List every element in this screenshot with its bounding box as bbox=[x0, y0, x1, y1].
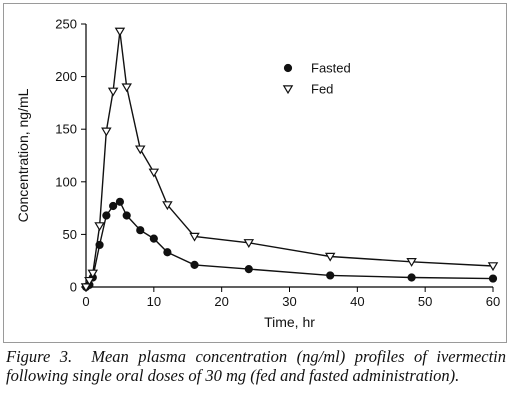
x-tick-label: 50 bbox=[418, 294, 432, 309]
data-point-fed bbox=[135, 145, 146, 155]
series-fasted bbox=[81, 197, 498, 292]
data-point-fasted bbox=[122, 211, 131, 220]
data-point-fasted bbox=[163, 248, 172, 257]
y-tick-label: 50 bbox=[63, 227, 77, 242]
data-point-fed bbox=[87, 269, 99, 279]
data-point-fasted bbox=[190, 260, 199, 270]
y-tick-label: 0 bbox=[70, 280, 77, 295]
series-line-fasted bbox=[85, 200, 494, 288]
data-point-fed bbox=[324, 252, 336, 262]
chart-legend: Fasted Fed bbox=[282, 61, 351, 97]
data-point-fed bbox=[107, 87, 119, 97]
pk-line-chart: 0 50 100 150 200 250 0 10 20 30 40 50 60 Fasted Fed C… bbox=[15, 17, 500, 331]
data-point-fed bbox=[406, 258, 417, 267]
y-tick-label: 250 bbox=[55, 17, 77, 32]
data-point-fasted bbox=[149, 234, 158, 243]
y-tick-label: 200 bbox=[55, 69, 77, 84]
x-tick-label: 0 bbox=[82, 294, 89, 309]
data-point-fed bbox=[121, 83, 132, 93]
x-tick-label: 60 bbox=[486, 294, 500, 309]
x-tick-label: 10 bbox=[147, 294, 161, 309]
data-point-fed bbox=[148, 168, 160, 178]
figure-frame: 0 50 100 150 200 250 0 10 20 30 40 50 60 Fasted Fed C… bbox=[3, 3, 507, 343]
data-point-fasted bbox=[244, 265, 253, 274]
legend-label-fed: Fed bbox=[311, 82, 333, 97]
x-tick-label: 30 bbox=[282, 294, 296, 309]
data-point-fed bbox=[189, 232, 200, 242]
caption-label: Figure 3. bbox=[6, 347, 73, 366]
y-axis-label: Concentration, ng/mL bbox=[15, 88, 31, 222]
chart-axes: 0 50 100 150 200 250 0 10 20 30 40 50 60 bbox=[55, 17, 500, 310]
data-point-fed bbox=[101, 127, 112, 137]
data-point-fed bbox=[94, 222, 105, 232]
data-point-fasted bbox=[326, 271, 335, 280]
chart-series bbox=[80, 27, 499, 293]
x-axis-label: Time, hr bbox=[264, 314, 315, 330]
data-point-fasted bbox=[136, 226, 145, 235]
data-point-fasted bbox=[115, 197, 125, 206]
legend-marker-fed bbox=[282, 85, 294, 95]
data-point-fed bbox=[162, 201, 173, 211]
data-point-fasted bbox=[488, 274, 498, 283]
figure-caption: Figure 3. Mean plasma concentration (ng/… bbox=[6, 347, 506, 385]
data-point-fed bbox=[487, 262, 499, 272]
data-point-fasted bbox=[407, 273, 416, 282]
series-fed bbox=[80, 27, 499, 293]
legend-label-fasted: Fasted bbox=[311, 61, 351, 76]
data-point-fed bbox=[243, 239, 255, 248]
x-tick-label: 20 bbox=[214, 294, 228, 309]
caption-text: Mean plasma concentration (ng/ml) profil… bbox=[6, 347, 507, 385]
legend-marker-fasted bbox=[283, 63, 293, 73]
data-point-fed bbox=[84, 276, 95, 286]
y-tick-label: 100 bbox=[55, 174, 77, 189]
data-point-fasted bbox=[102, 211, 111, 220]
data-point-fed bbox=[114, 27, 126, 37]
series-line-fed bbox=[85, 31, 494, 288]
data-point-fed bbox=[80, 283, 92, 293]
y-tick-label: 150 bbox=[55, 122, 77, 137]
data-point-fasted bbox=[109, 201, 118, 211]
x-tick-label: 40 bbox=[350, 294, 364, 309]
